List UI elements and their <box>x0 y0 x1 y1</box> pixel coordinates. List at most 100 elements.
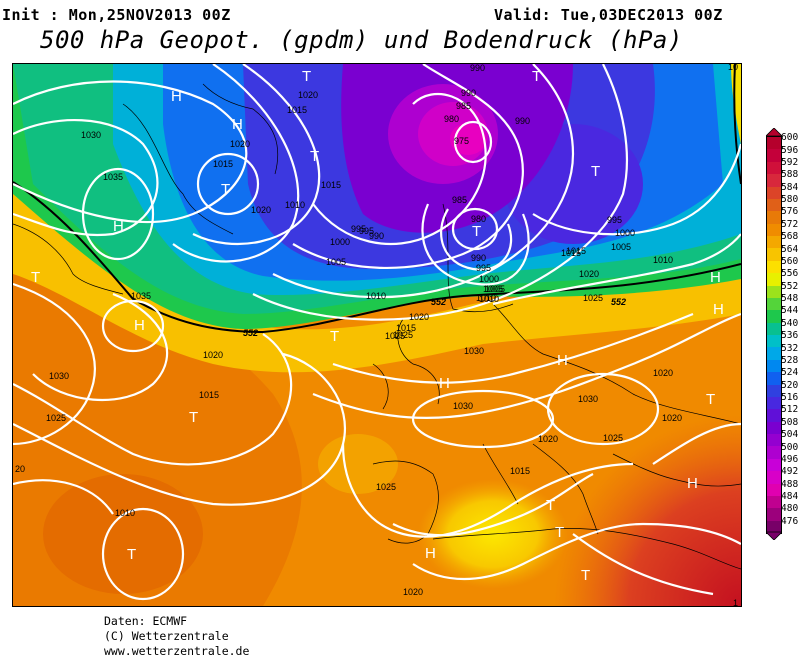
pressure-label: 995 <box>359 226 374 236</box>
colorbar-cell <box>767 273 781 286</box>
colorbar-cell <box>767 384 781 398</box>
colorbar-label: 600 <box>781 132 799 144</box>
geopot-552-line-ne <box>733 64 741 185</box>
isobars <box>13 64 741 601</box>
colorbar-arrows <box>766 128 782 540</box>
colorbar-cell <box>767 359 781 373</box>
geopot-label: 552 <box>431 297 446 307</box>
pressure-label: 985 <box>452 195 467 205</box>
pressure-label: 1015 <box>396 323 416 333</box>
center-marker: T <box>302 68 311 85</box>
pressure-label: 1015 <box>566 246 586 256</box>
field-light-orange-iberia <box>318 434 398 494</box>
colorbar-cell <box>767 396 781 410</box>
pressure-label: 1020 <box>653 368 673 378</box>
website-url: www.wetterzentrale.de <box>104 644 250 658</box>
colorbar-label: 560 <box>781 255 799 267</box>
field-red-se <box>533 394 741 606</box>
center-marker: T <box>472 223 481 240</box>
colorbar-label: 528 <box>781 354 799 366</box>
colorbar-label: 496 <box>781 453 799 465</box>
center-marker: H <box>713 301 724 318</box>
colorbar-cell <box>767 161 781 175</box>
colorbar-label: 532 <box>781 342 799 354</box>
center-marker: H <box>134 317 145 334</box>
pressure-label: 1020 <box>662 413 682 423</box>
colorbar-arrow-bottom <box>766 531 782 540</box>
colorbar-cell <box>767 409 781 423</box>
pressure-label: 990 <box>471 253 486 263</box>
pressure-label: 1025 <box>46 413 66 423</box>
center-marker: T <box>221 181 230 198</box>
geopot-label: 552 <box>243 328 258 338</box>
center-marker: H <box>439 375 450 392</box>
colorbar-cell <box>767 285 781 299</box>
colorbar-label: 476 <box>781 515 799 527</box>
pressure-label: 1035 <box>131 291 151 301</box>
colorbar-label: 524 <box>781 367 799 379</box>
pressure-label: 1030 <box>578 394 598 404</box>
center-marker: T <box>31 269 40 286</box>
pressure-label: 1010 <box>476 293 496 303</box>
copyright: (C) Wetterzentrale <box>104 629 229 643</box>
footer: Daten: ECMWF (C) Wetterzentrale www.wett… <box>104 614 249 659</box>
colorbar-cell <box>767 310 781 324</box>
colorbar-cell <box>767 322 781 336</box>
pressure-label: 1025 <box>583 293 603 303</box>
colorbar-arrow-top <box>766 128 782 137</box>
colorbar-cell <box>767 198 781 212</box>
colorbar-label: 508 <box>781 416 799 428</box>
colorbar-label: 500 <box>781 441 799 453</box>
pressure-label: 1015 <box>199 390 219 400</box>
colorbar-label: 596 <box>781 144 799 156</box>
colorbar-cell <box>767 372 781 385</box>
pressure-label: 1005 <box>611 242 631 252</box>
colorbar-cell <box>767 223 781 237</box>
colorbar-label: 572 <box>781 218 799 230</box>
colorbar-label: 544 <box>781 305 799 317</box>
colorbar-cell <box>767 458 781 472</box>
pressure-label: 995 <box>476 263 491 273</box>
colorbar-label: 536 <box>781 330 799 342</box>
colorbar-cell <box>767 520 781 534</box>
pressure-label: 1020 <box>230 139 250 149</box>
center-marker: T <box>127 546 136 563</box>
center-marker: T <box>591 163 600 180</box>
pressure-label: 990 <box>515 116 530 126</box>
pressure-labels: 1020 1015 1030 1035 1020 1015 1010 1015 … <box>15 64 738 606</box>
center-marker: T <box>581 567 590 584</box>
pressure-label: 990 <box>470 64 485 73</box>
colorbar-label: 548 <box>781 293 799 305</box>
colorbar-cell <box>767 347 781 361</box>
pressure-label: 1030 <box>464 346 484 356</box>
init-time: Init : Mon,25NOV2013 00Z <box>2 6 231 24</box>
colorbar-label: 584 <box>781 181 799 193</box>
colorbar-label: 504 <box>781 429 799 441</box>
colorbar-label: 484 <box>781 491 799 503</box>
pressure-label: 1005 <box>326 257 346 267</box>
pressure-label: 1020 <box>298 90 318 100</box>
colorbar-label: 552 <box>781 280 799 292</box>
geopot-552-line <box>13 181 741 334</box>
pressure-label: 1005 <box>483 284 503 294</box>
colorbar-label: 568 <box>781 231 799 243</box>
center-marker: T <box>189 409 198 426</box>
center-marker: H <box>557 352 568 369</box>
pressure-label: 1030 <box>453 401 473 411</box>
center-marker: T <box>555 524 564 541</box>
pressure-label: 1010 <box>366 291 386 301</box>
colorbar-cell <box>767 211 781 225</box>
pressure-label: 1015 <box>213 159 233 169</box>
weather-map: 1020 1015 1030 1035 1020 1015 1010 1015 … <box>12 63 742 607</box>
colorbar-cell <box>767 446 781 460</box>
colorbar-cell <box>767 335 781 348</box>
center-marker: H <box>171 88 182 105</box>
colorbar-cell <box>767 421 781 435</box>
pressure-label: 1020 <box>538 434 558 444</box>
pressure-label: 20 <box>15 464 25 474</box>
colorbar-cell <box>767 495 781 509</box>
colorbar-cell <box>767 186 781 200</box>
center-marker: T <box>330 328 339 345</box>
colorbar-cell <box>767 434 781 447</box>
pressure-label: 1025 <box>393 330 413 340</box>
